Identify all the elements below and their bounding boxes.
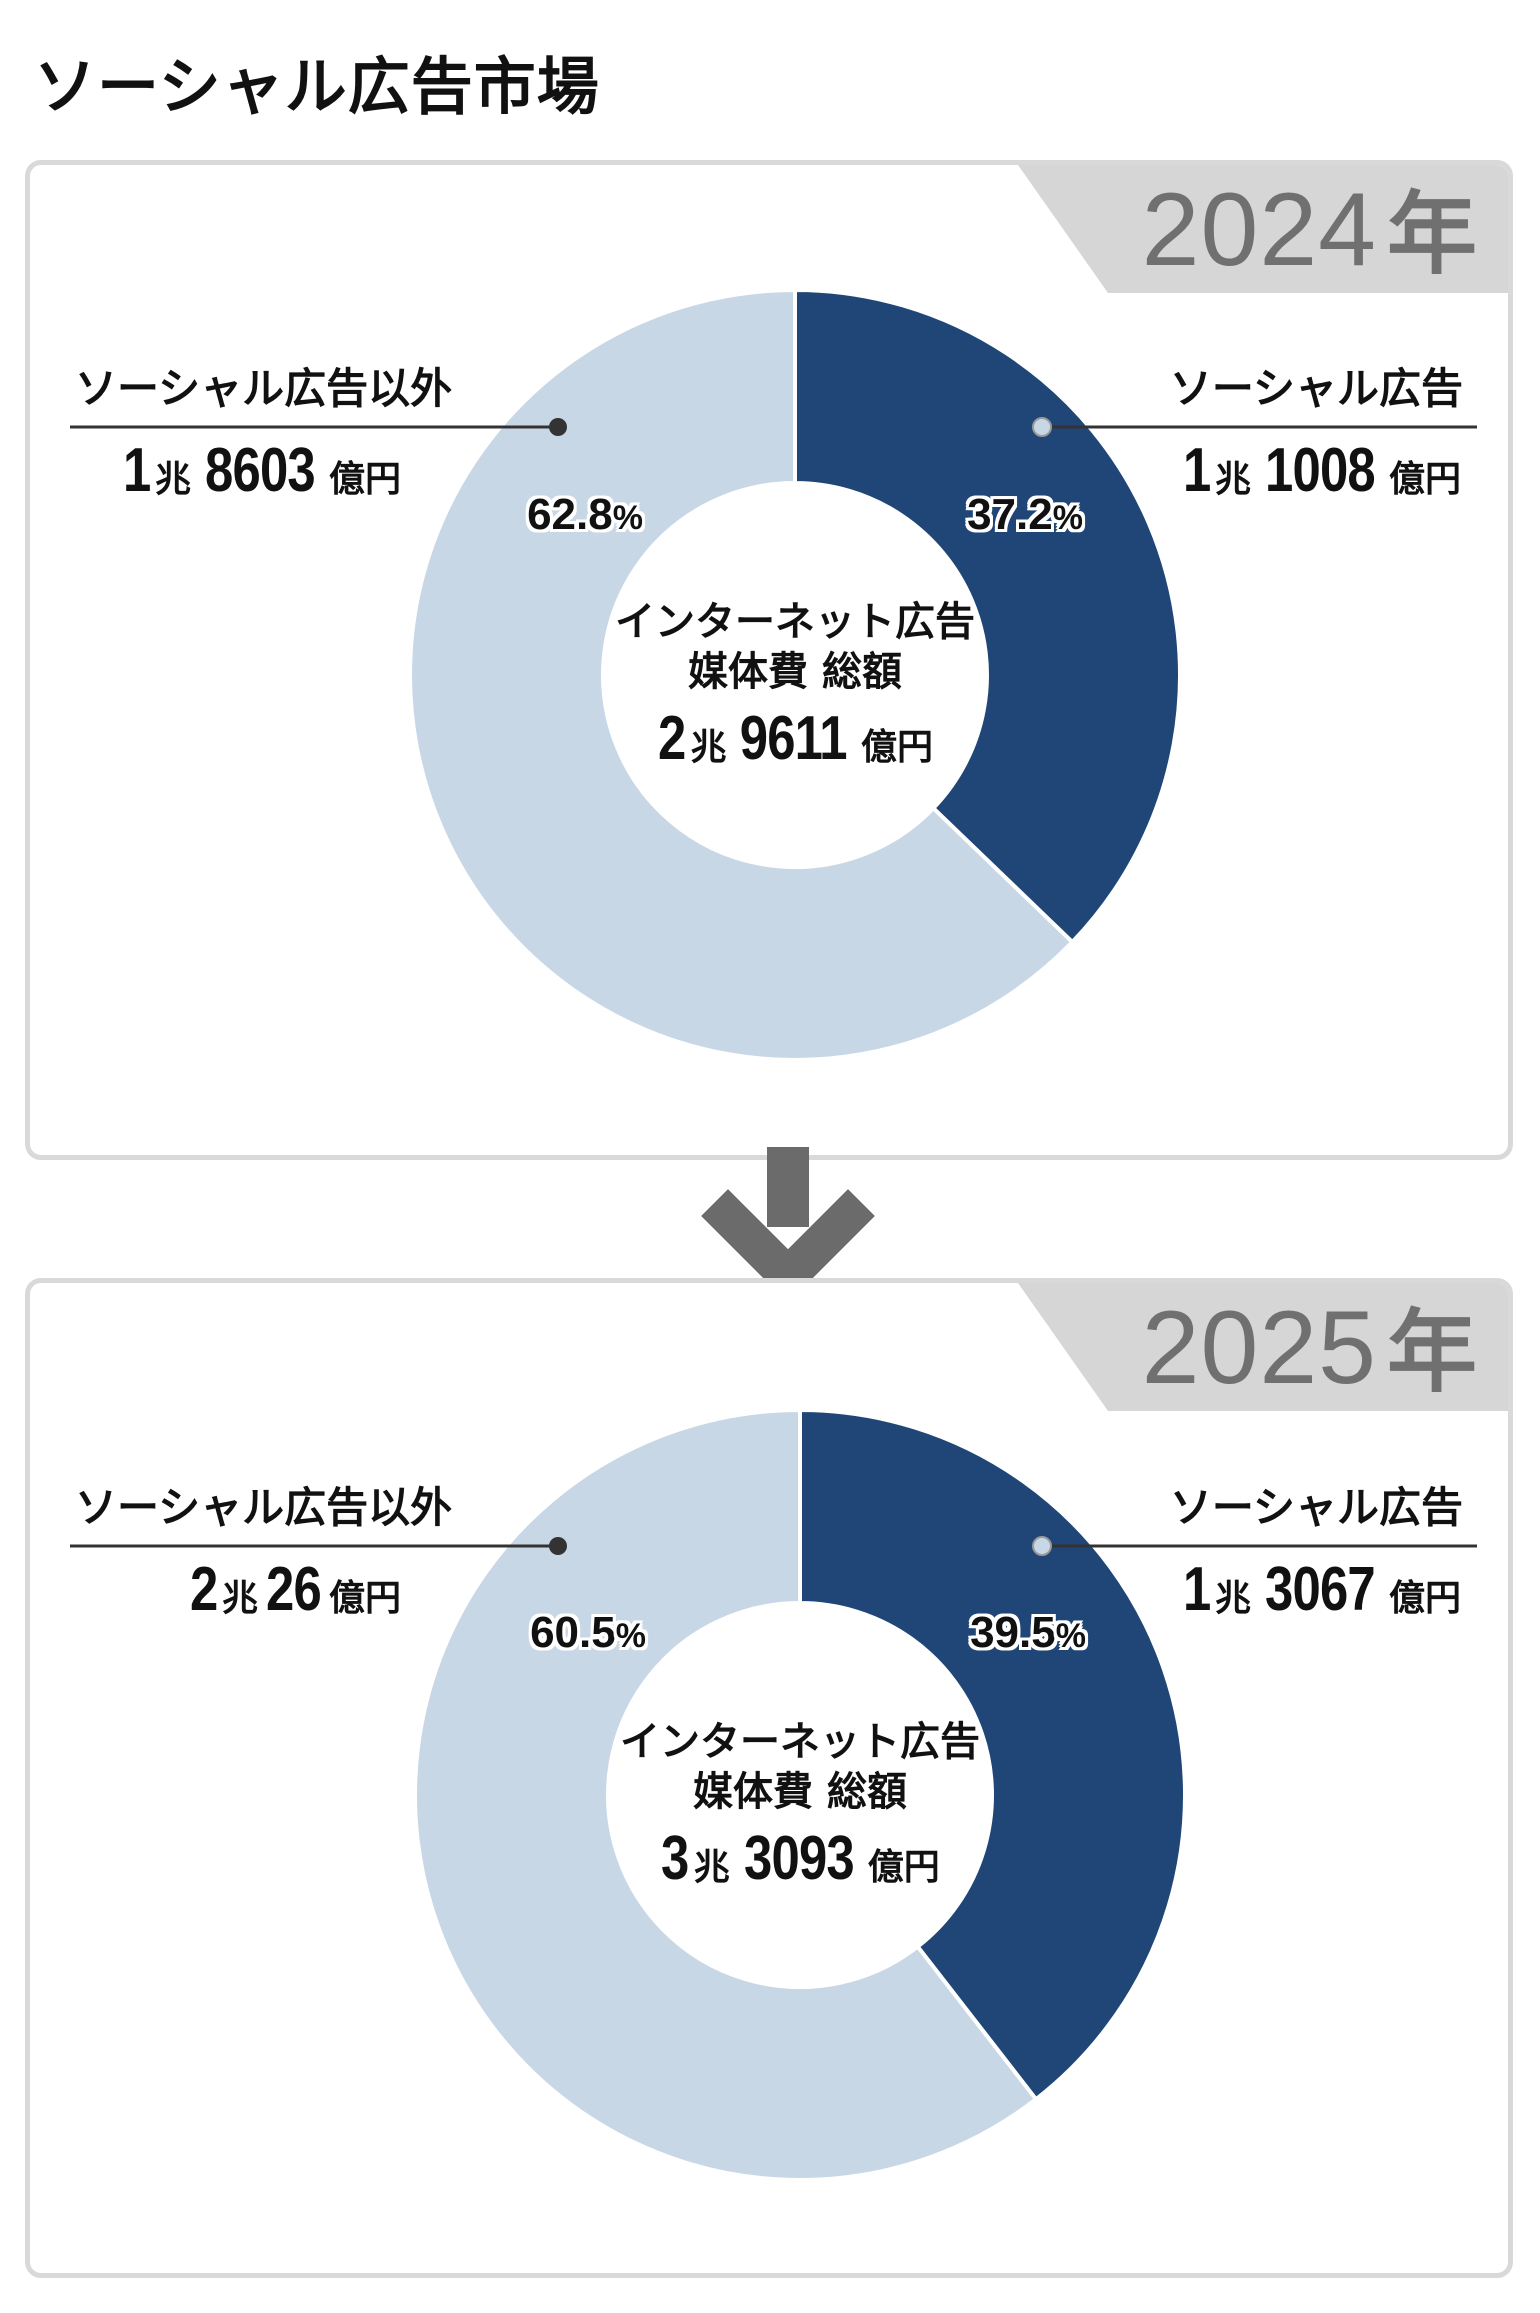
center-line-1: インターネット広告 [615, 599, 975, 645]
year-number: 2024 [1141, 172, 1377, 288]
pct-sign: % [1052, 499, 1083, 537]
leader-dot-social [1032, 1536, 1052, 1556]
amount-cho-unit: 兆 [693, 1847, 730, 1888]
center-line-2: 媒体費 総額 [688, 649, 902, 695]
amount-cho: 3 [661, 1824, 689, 1893]
amount-cho-unit: 兆 [690, 727, 727, 768]
pie-slice-other [408, 287, 1076, 1062]
amount-oku: 3093 [743, 1824, 855, 1893]
leader-dot-other [549, 418, 567, 436]
pct-value: 62.8 [527, 490, 613, 539]
year-tag: 2025 年 [1018, 1283, 1508, 1411]
center-amount: 3 兆 3093 億円 [610, 1823, 990, 1894]
chart-panel-2024: 2024 年 ソーシャル広告以外 1 兆 8603 億円 ソーシャル広告 1 兆 1008 億… [25, 160, 1513, 1160]
amount-cho: 2 [657, 704, 686, 773]
pct-sign: % [612, 499, 643, 537]
center-amount: 2 兆 9611 億円 [605, 703, 985, 774]
amount-cho-unit: 兆 [222, 1578, 259, 1619]
legend-label-social: ソーシャル広告 [1169, 1483, 1463, 1532]
legend-label-social: ソーシャル広告 [1169, 364, 1463, 413]
pct-value: 39.5 [970, 1608, 1056, 1657]
pct-label-social: 37.2% [925, 490, 1125, 540]
amount-cho: 1 [122, 436, 151, 505]
amount-cho-unit: 兆 [1215, 1578, 1252, 1619]
pie-slice-other [413, 1407, 1039, 2182]
center-line-2: 媒体費 総額 [693, 1769, 907, 1815]
center-line-1: インターネット広告 [620, 1719, 980, 1765]
amount-cho-unit: 兆 [1215, 459, 1252, 500]
pct-label-social: 39.5% [928, 1608, 1128, 1658]
amount-oku: 8603 [205, 436, 316, 505]
pct-label-other: 60.5% [488, 1608, 688, 1658]
pct-value: 37.2 [967, 490, 1053, 539]
amount-cho: 1 [1182, 436, 1211, 505]
amount-oku: 26 [266, 1555, 322, 1624]
amount-oku-unit: 億円 [328, 459, 401, 500]
year-suffix: 年 [1387, 182, 1478, 287]
leader-dot-other [549, 1537, 567, 1555]
amount-oku-unit: 億円 [1388, 459, 1461, 500]
pct-sign: % [615, 1617, 646, 1655]
donut-chart-2024 [70, 287, 1477, 1062]
amount-oku: 9611 [740, 704, 848, 773]
amount-other: 1 兆 8603 億円 [120, 435, 403, 506]
legend-label-other: ソーシャル広告以外 [75, 1483, 453, 1532]
amount-oku-unit: 億円 [328, 1578, 401, 1619]
pct-value: 60.5 [530, 1608, 616, 1657]
amount-oku-unit: 億円 [867, 1847, 940, 1888]
amount-cho: 2 [189, 1555, 218, 1624]
amount-oku-unit: 億円 [861, 727, 934, 768]
amount-oku: 3067 [1265, 1555, 1376, 1624]
year-label: 2024 年 [1141, 171, 1478, 293]
amount-social: 1 兆 3067 億円 [1180, 1554, 1463, 1625]
year-suffix: 年 [1387, 1300, 1478, 1405]
year-label: 2025 年 [1141, 1289, 1478, 1411]
chart-panel-2025: 2025 年 ソーシャル広告以外 2 兆 26 億円 ソーシャル広告 1 兆 3067 億円 … [25, 1278, 1513, 2278]
pct-sign: % [1055, 1617, 1086, 1655]
amount-cho-unit: 兆 [155, 459, 192, 500]
amount-oku-unit: 億円 [1388, 1578, 1461, 1619]
donut-center-total: インターネット広告 媒体費 総額 3 兆 3093 億円 [610, 1717, 990, 1894]
amount-other: 2 兆 26 億円 [187, 1554, 403, 1625]
donut-chart-2025 [70, 1407, 1477, 2182]
page-title: ソーシャル広告市場 [34, 50, 600, 123]
pct-label-other: 62.8% [485, 490, 685, 540]
donut-center-total: インターネット広告 媒体費 総額 2 兆 9611 億円 [605, 597, 985, 774]
legend-label-other: ソーシャル広告以外 [75, 364, 453, 413]
year-tag: 2024 年 [1018, 165, 1508, 293]
amount-social: 1 兆 1008 億円 [1180, 435, 1463, 506]
year-number: 2025 [1141, 1290, 1377, 1406]
pie-slice-social [793, 287, 1182, 945]
pie-slice-social [798, 1407, 1187, 2103]
amount-oku: 1008 [1265, 436, 1376, 505]
leader-dot-social [1032, 417, 1052, 437]
amount-cho: 1 [1182, 1555, 1211, 1624]
